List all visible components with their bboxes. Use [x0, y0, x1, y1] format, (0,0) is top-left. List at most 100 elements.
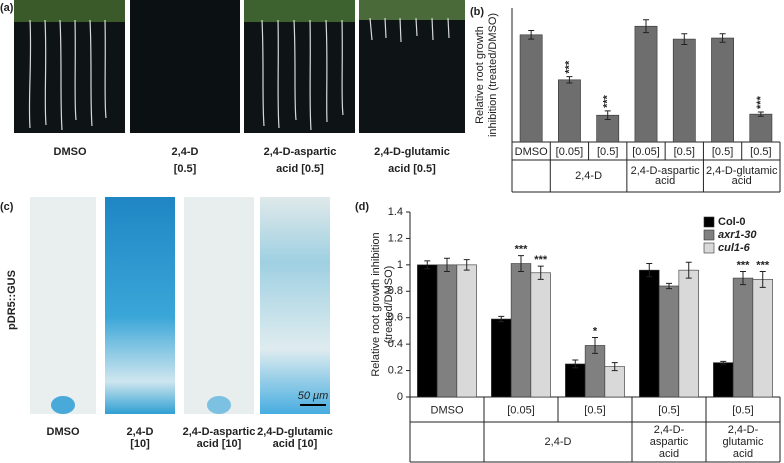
- x-tick-label: [0.05]: [507, 404, 535, 416]
- group-label: 2,4-D: [575, 170, 602, 182]
- bar: [530, 272, 551, 398]
- photo-caption: 2,4-D-glutamic: [374, 146, 450, 158]
- photo-caption: 2,4-D-glutamic: [257, 426, 333, 438]
- y-tick-label: 1.4: [388, 206, 403, 218]
- bar: [565, 363, 586, 398]
- group-label: acid: [655, 175, 675, 187]
- error-bar: [604, 110, 611, 120]
- photo-caption: acid [0.5]: [388, 163, 436, 175]
- group-label: glutamic: [723, 436, 764, 448]
- error-bar: [643, 19, 649, 34]
- bar: [417, 264, 438, 398]
- x-tick-label: [0.5]: [584, 404, 605, 416]
- error-bar: [444, 257, 450, 272]
- x-tick-label: [0.5]: [712, 146, 733, 158]
- bar: [711, 37, 734, 143]
- photo-caption: 2,4-D: [127, 426, 154, 438]
- error-bar: [528, 30, 535, 40]
- error-bar: [681, 33, 688, 45]
- photo-caption: DMSO: [54, 146, 87, 158]
- group-label: 2,4-D-glutamic: [706, 165, 778, 177]
- bar: [752, 279, 773, 398]
- annotation: ***: [756, 259, 770, 271]
- error-bar: [498, 315, 505, 323]
- group-label: 2,4-D-: [728, 424, 759, 436]
- photo-caption: 2,4-D-aspartic: [183, 426, 256, 438]
- y-tick-label: 0.2: [388, 364, 403, 376]
- panel-label: (a): [0, 2, 14, 14]
- x-tick-label: DMSO: [515, 146, 548, 158]
- bar: [558, 79, 581, 143]
- annotation: ***: [737, 259, 751, 271]
- panel-label: (b): [470, 6, 484, 18]
- photo-caption: DMSO: [47, 426, 80, 438]
- error-bar: [740, 270, 746, 286]
- error-bar: [757, 111, 764, 117]
- bar: [713, 362, 734, 398]
- photo-caption: acid [10]: [273, 438, 318, 450]
- annotation: *: [593, 325, 598, 337]
- y-tick-label: 0.8: [388, 285, 403, 297]
- photo-caption: [0.5]: [174, 163, 197, 175]
- error-bar: [720, 360, 727, 365]
- legend-label: cul1-6: [718, 242, 751, 254]
- legend-swatch: [703, 242, 715, 254]
- error-bar: [611, 362, 618, 372]
- error-bar: [719, 33, 726, 43]
- error-bar: [518, 255, 524, 272]
- y-tick-label: 0: [397, 391, 403, 403]
- photo-caption: acid [10]: [197, 438, 242, 450]
- photos-c: [30, 197, 330, 414]
- group-label: 2,4-D-: [654, 424, 685, 436]
- bar: [456, 264, 477, 398]
- bar: [749, 113, 773, 143]
- y-tick-label: 1: [397, 259, 403, 271]
- x-tick-label: [0.5]: [658, 404, 679, 416]
- annotation: ***: [755, 95, 767, 109]
- bar: [658, 285, 680, 398]
- legend-label: axr1-30: [718, 229, 757, 241]
- error-bar: [537, 265, 544, 280]
- bar: [436, 264, 458, 398]
- x-tick-label: [0.5]: [732, 404, 753, 416]
- y-axis-label: Relative root growth: [474, 26, 486, 124]
- bar: [732, 277, 754, 398]
- bar: [672, 38, 696, 143]
- photo-caption: 2,4-D: [172, 146, 199, 158]
- annotation: ***: [534, 254, 548, 266]
- annotation: ***: [515, 244, 529, 256]
- error-bar: [424, 260, 431, 270]
- error-bar: [463, 259, 470, 271]
- photo-caption: acid [0.5]: [276, 163, 324, 175]
- y-axis-label: inhibition (treated/DMSO): [487, 13, 499, 137]
- x-tick-label: [0.5]: [674, 146, 695, 158]
- error-bar: [666, 282, 672, 290]
- bar: [639, 269, 660, 398]
- group-label: 2,4-D-aspartic: [631, 165, 701, 177]
- group-label: 2,4-D: [545, 436, 572, 448]
- y-tick-label: 1.2: [388, 232, 403, 244]
- x-tick-label: [0.05]: [556, 146, 584, 158]
- error-bar: [566, 76, 573, 84]
- error-bar: [759, 270, 766, 288]
- group-label: aspartic: [650, 436, 689, 448]
- legend-label: Col-0: [718, 216, 746, 228]
- y-axis-label: Relative root growth inhibition: [370, 232, 382, 376]
- legend-swatch: [703, 229, 715, 241]
- error-bar: [592, 337, 598, 354]
- bar: [634, 25, 658, 143]
- x-tick-label: [0.5]: [597, 146, 618, 158]
- group-label: acid: [732, 175, 752, 187]
- error-bar: [572, 359, 579, 369]
- bar: [604, 366, 625, 398]
- photo-caption: [10]: [130, 438, 150, 450]
- error-bar: [646, 263, 653, 278]
- y-axis-label: (treated/DMSO): [383, 266, 395, 344]
- photo-caption: 2,4-D-aspartic: [264, 146, 337, 158]
- error-bar: [685, 261, 692, 279]
- bar: [678, 269, 699, 398]
- annotation: ***: [602, 94, 614, 108]
- panel-label: (c): [0, 201, 14, 213]
- y-tick-label: 0.6: [388, 312, 403, 324]
